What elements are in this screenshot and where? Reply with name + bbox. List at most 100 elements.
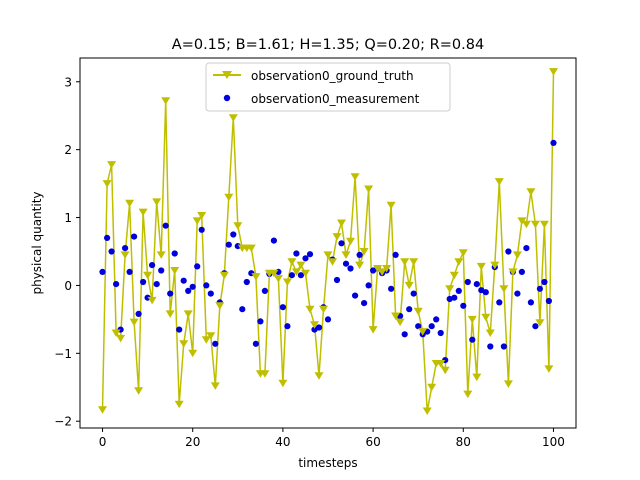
measurement-point — [347, 265, 354, 272]
measurement-point — [324, 316, 332, 323]
measurement-point — [487, 343, 494, 350]
measurement-point — [140, 278, 147, 286]
measurement-point — [207, 290, 214, 297]
y-tick-label: 3 — [64, 75, 72, 89]
ground-truth-marker — [224, 193, 234, 202]
measurement-point — [194, 263, 201, 270]
ground-truth-marker — [138, 208, 148, 217]
ground-truth-marker — [206, 332, 216, 340]
ground-truth-marker — [400, 258, 410, 266]
ground-truth-marker — [395, 318, 405, 327]
measurement-point — [545, 297, 553, 305]
ground-truth-marker — [233, 222, 243, 230]
ground-truth-marker — [476, 262, 486, 271]
ground-truth-marker — [535, 319, 545, 327]
measurement-point — [212, 340, 219, 347]
ground-truth-marker — [170, 267, 180, 275]
ground-truth-marker — [521, 220, 531, 229]
ground-truth-marker — [310, 321, 319, 329]
ground-truth-marker — [102, 180, 112, 188]
x-tick-label: 0 — [99, 435, 107, 449]
measurement-point — [536, 285, 544, 292]
ground-truth-marker — [359, 248, 369, 256]
ground-truth-marker — [273, 275, 283, 283]
y-tick-label: 2 — [64, 143, 72, 157]
measurement-point — [239, 306, 246, 313]
ground-truth-marker — [517, 217, 527, 225]
ground-truth-marker — [549, 68, 558, 76]
measurement-point — [185, 287, 192, 294]
x-tick-label: 100 — [542, 435, 565, 449]
ground-truth-marker — [436, 360, 446, 368]
measurement-point — [451, 294, 458, 301]
legend-scatter-marker — [223, 94, 231, 102]
measurement-point — [171, 250, 178, 257]
ground-truth-marker — [440, 366, 450, 375]
measurement-point — [122, 245, 129, 252]
ground-truth-marker — [183, 310, 193, 318]
ground-truth-marker — [526, 188, 536, 196]
measurement-point — [257, 318, 264, 325]
ground-truth-marker — [192, 217, 202, 225]
ground-truth-marker — [319, 305, 328, 314]
measurement-point — [158, 267, 165, 274]
ground-truth-marker — [512, 251, 522, 259]
ground-truth-marker — [161, 97, 171, 105]
ground-truth-marker — [98, 406, 107, 414]
ground-truth-marker — [368, 326, 378, 334]
measurement-point — [293, 250, 300, 257]
measurement-point — [113, 281, 120, 288]
ground-truth-marker — [409, 258, 419, 266]
ground-truth-marker — [377, 268, 387, 276]
measurement-point — [302, 255, 309, 262]
measurement-point — [514, 290, 521, 297]
ground-truth-marker — [404, 281, 414, 290]
measurement-point — [149, 262, 156, 269]
measurement-point — [306, 251, 314, 258]
measurement-point — [437, 329, 444, 337]
measurement-point — [288, 272, 295, 279]
measurement-point — [108, 248, 115, 255]
ground-truth-marker — [346, 237, 355, 246]
ground-truth-marker — [503, 380, 513, 388]
measurement-point — [135, 310, 142, 317]
measurement-point — [505, 248, 512, 255]
measurement-point — [243, 278, 250, 286]
ground-truth-marker — [454, 258, 464, 266]
ground-truth-marker — [215, 302, 225, 310]
measurement-point — [361, 300, 368, 307]
y-tick-label: −2 — [54, 415, 72, 429]
measurement-point — [500, 343, 507, 350]
ground-truth-marker — [449, 271, 459, 280]
ground-truth-marker — [179, 340, 189, 348]
y-tick-label: 0 — [64, 279, 72, 293]
ground-truth-marker — [391, 312, 401, 320]
ground-truth-marker — [134, 387, 144, 395]
ground-truth-marker — [111, 329, 121, 337]
ground-truth-marker — [188, 349, 198, 358]
measurement-point — [365, 282, 372, 289]
ground-truth-marker — [494, 178, 504, 186]
measurement-point — [104, 234, 111, 241]
measurement-point — [410, 290, 417, 297]
ground-truth-marker — [485, 329, 495, 337]
ground-truth-marker — [328, 258, 337, 266]
measurement-point — [131, 233, 138, 240]
ground-truth-marker — [210, 382, 220, 390]
measurement-point — [284, 323, 291, 330]
ground-truth-marker — [296, 261, 306, 270]
measurement-point — [315, 324, 323, 331]
measurement-point — [270, 237, 277, 244]
measurement-point — [532, 323, 539, 330]
ground-truth-marker — [341, 251, 351, 259]
legend-box — [205, 62, 451, 112]
ground-truth-marker — [467, 315, 477, 324]
ground-truth-marker — [120, 251, 130, 259]
measurement-point — [180, 277, 187, 284]
ground-truth-marker — [107, 161, 117, 169]
ground-truth-marker — [382, 265, 392, 273]
measurement-point — [189, 283, 196, 290]
measurement-point — [167, 290, 174, 297]
measurement-point — [352, 292, 359, 299]
ground-truth-marker — [260, 370, 270, 378]
